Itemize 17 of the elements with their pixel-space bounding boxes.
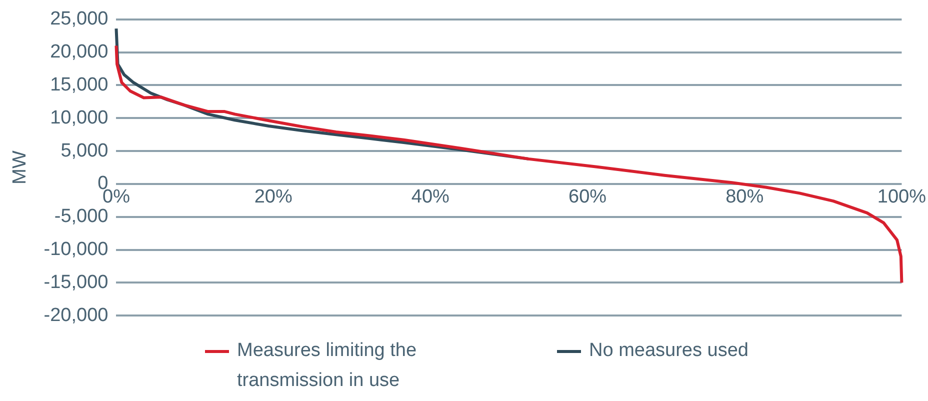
legend-label: No measures used: [589, 339, 748, 363]
y-tick-label: 20,000: [50, 42, 108, 63]
y-tick-label: -10,000: [44, 239, 108, 260]
y-tick-label: -15,000: [44, 272, 108, 293]
y-tick-label: 10,000: [50, 107, 108, 128]
legend-label: Measures limiting the transmission in use: [237, 339, 418, 393]
x-tick-label: 40%: [411, 186, 450, 208]
x-tick-label: 20%: [254, 186, 292, 208]
y-tick-label: -20,000: [44, 304, 108, 326]
y-tick-label: 25,000: [50, 8, 108, 30]
x-tick-label: 80%: [726, 186, 764, 208]
x-tick-label: 60%: [568, 186, 607, 208]
y-tick-label: 5,000: [60, 140, 108, 162]
x-tick-label: 100%: [877, 186, 926, 208]
y-tick-label: 15,000: [50, 74, 108, 96]
y-tick-label: -5,000: [54, 206, 108, 228]
y-axis-title: MW: [10, 150, 31, 184]
